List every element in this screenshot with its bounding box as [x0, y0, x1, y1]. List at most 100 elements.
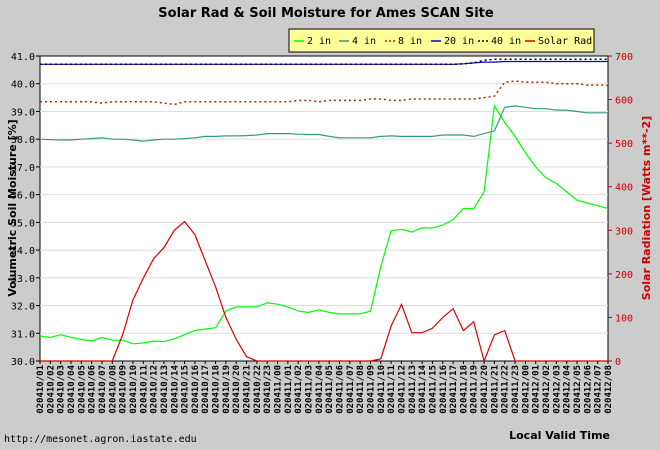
x-tick-label: 020410/01 [36, 365, 46, 414]
x-tick-label: 020412/01 [532, 365, 542, 414]
left-axis-ticks: 30.0 31.0 32.0 33.0 34.0 35.0 36.0 37.0 38.0 39.0… [11, 52, 40, 368]
y-axis-label: Volumetric Soil Moisture [%] [6, 119, 19, 296]
x-tick-label: 020410/09 [119, 365, 129, 414]
left-tick-label: 31.0 [11, 329, 35, 340]
x-tick-label: 020410/19 [222, 365, 232, 414]
right-tick-label: 700 [615, 52, 633, 63]
left-tick-label: 40.0 [11, 80, 35, 91]
right-tick-label: 400 [615, 183, 633, 194]
legend-label: 20 in [444, 36, 474, 47]
plot-area [39, 55, 609, 362]
legend-label: 8 in [398, 36, 422, 47]
left-tick-label: 36.0 [11, 191, 35, 202]
x-tick-label: 020410/21 [243, 365, 253, 414]
left-tick-label: 41.0 [11, 52, 35, 63]
x-tick-label: 020410/03 [57, 365, 67, 414]
x-tick-label: 020411/13 [408, 365, 418, 414]
x-tick-label: 020410/07 [98, 365, 108, 414]
x-tick-label: 020411/18 [459, 365, 469, 414]
x-tick-label: 020410/22 [253, 365, 263, 414]
x-tick-label: 020412/08 [604, 365, 614, 414]
series-line-2-in [39, 104, 609, 345]
x-tick-label: 020412/07 [594, 365, 604, 414]
x-tick-label: 020410/15 [181, 365, 191, 414]
legend-label: 40 in [491, 36, 521, 47]
x-tick-label: 020411/03 [305, 365, 315, 414]
x-tick-label: 020410/20 [232, 365, 242, 414]
x-tick-label: 020411/12 [397, 365, 407, 414]
x-tick-label: 020411/11 [387, 365, 397, 414]
left-tick-label: 37.0 [11, 163, 35, 174]
right-tick-label: 500 [615, 139, 633, 150]
series-line-solar-rad [40, 220, 608, 363]
left-tick-label: 39.0 [11, 107, 35, 118]
footer-url: http://mesonet.agron.iastate.edu [4, 434, 197, 445]
chart-title: Solar Rad & Soil Moisture for Ames SCAN … [158, 6, 494, 21]
right-axis-ticks: 0 100 200 300 400 500 600 700 [608, 52, 633, 368]
x-tick-label: 020411/08 [356, 365, 366, 414]
x-tick-label: 020412/03 [552, 365, 562, 414]
x-tick-label: 020411/20 [480, 365, 490, 414]
left-tick-label: 38.0 [11, 135, 35, 146]
x-tick-label: 020410/06 [88, 365, 98, 414]
legend: 2 in 4 in 8 in 20 in 40 in Solar Rad [288, 28, 595, 53]
legend-label: 4 in [352, 36, 376, 47]
right-tick-label: 600 [615, 96, 633, 107]
legend-label: Solar Rad [538, 36, 592, 47]
x-tick-label: 020410/13 [160, 365, 170, 414]
left-tick-label: 34.0 [11, 246, 35, 257]
series-layer [39, 58, 609, 363]
left-tick-label: 33.0 [11, 274, 35, 285]
x-tick-label: 020411/23 [511, 365, 521, 414]
x-tick-label: 020411/05 [325, 365, 335, 414]
x-tick-label: 020410/08 [108, 365, 118, 414]
x-tick-label: 020411/01 [284, 365, 294, 414]
x-tick-label: 020411/21 [490, 365, 500, 414]
x-tick-label: 020411/17 [449, 365, 459, 414]
legend-label: 2 in [307, 36, 331, 47]
x-tick-label: 020411/14 [418, 364, 428, 413]
x-tick-label: 020410/05 [77, 365, 87, 414]
x-tick-label: 020412/02 [542, 365, 552, 414]
right-tick-label: 200 [615, 270, 633, 281]
right-tick-label: 300 [615, 226, 633, 237]
x-tick-label: 020411/09 [366, 365, 376, 414]
x-tick-label: 020411/06 [335, 365, 345, 414]
x-tick-label: 020410/18 [212, 365, 222, 414]
left-tick-label: 30.0 [11, 357, 35, 368]
x-tick-label: 020410/16 [191, 365, 201, 414]
x-tick-label: 020410/02 [46, 365, 56, 414]
gridlines [40, 83, 608, 334]
x-tick-label: 020410/17 [201, 365, 211, 414]
x-tick-label: 020411/22 [501, 365, 511, 414]
series-line-4-in [39, 105, 608, 142]
series-line-20-in [40, 60, 608, 65]
x-tick-label: 020412/04 [563, 364, 573, 413]
series-line-8-in [40, 80, 608, 106]
x-axis-ticks: 020410/01 020410/02 020410/03 020410/04 0204… [36, 361, 614, 414]
x-tick-label: 020411/16 [439, 365, 449, 414]
x-tick-label: 020411/19 [470, 365, 480, 414]
x-tick-label: 020410/11 [139, 365, 149, 414]
left-tick-label: 35.0 [11, 218, 35, 229]
x-tick-label: 020411/04 [315, 364, 325, 413]
x-tick-label: 020412/05 [573, 365, 583, 414]
x-tick-label: 020412/06 [583, 365, 593, 414]
x-tick-label: 020411/07 [346, 365, 356, 414]
legend-box [288, 28, 595, 53]
x-tick-label: 020410/23 [263, 365, 273, 414]
left-tick-label: 32.0 [11, 302, 35, 313]
x-axis-label: Local Valid Time [509, 429, 610, 442]
x-tick-label: 020411/02 [294, 365, 304, 414]
x-tick-label: 020410/04 [67, 364, 77, 413]
x-tick-label: 020411/10 [377, 365, 387, 414]
x-tick-label: 020411/15 [428, 365, 438, 414]
x-tick-label: 020410/12 [150, 365, 160, 414]
right-tick-label: 0 [615, 357, 621, 368]
x-tick-label: 020410/14 [170, 364, 180, 413]
x-tick-label: 020410/10 [129, 365, 139, 414]
x-tick-label: 020411/00 [274, 365, 284, 414]
x-tick-label: 020412/00 [521, 365, 531, 414]
y2-axis-label: Solar Radiation [Watts m**-2] [640, 116, 653, 300]
